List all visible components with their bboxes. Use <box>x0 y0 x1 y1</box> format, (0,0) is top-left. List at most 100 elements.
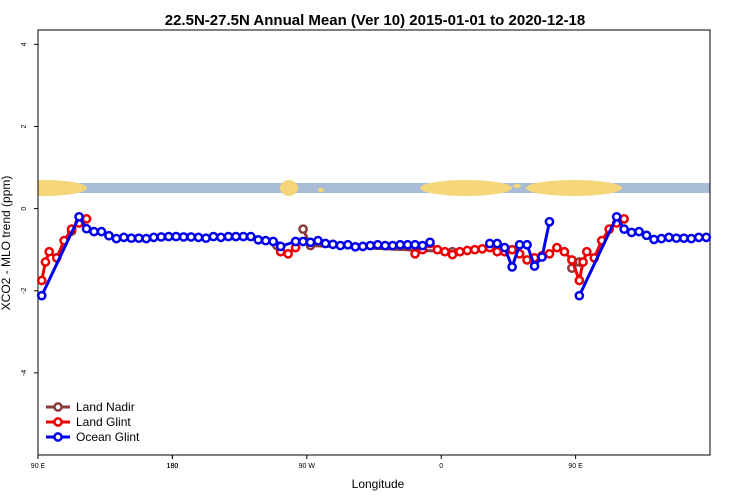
point <box>529 261 540 271</box>
y-tick-label: 0 <box>21 207 28 211</box>
point <box>477 244 488 254</box>
point <box>320 238 331 249</box>
point <box>298 236 308 247</box>
point <box>156 232 167 242</box>
land-patch <box>318 188 324 192</box>
point <box>89 226 99 237</box>
legend-label: Land Glint <box>76 415 131 429</box>
point <box>462 245 473 256</box>
point <box>275 241 286 252</box>
point <box>693 232 704 243</box>
point <box>507 262 517 272</box>
point <box>186 232 196 242</box>
point <box>133 233 144 244</box>
point <box>671 233 682 244</box>
plot-frame <box>37 29 711 456</box>
point <box>223 231 234 242</box>
point <box>686 233 697 244</box>
point <box>499 242 510 253</box>
x-tick-label: 90 W <box>299 463 316 470</box>
point <box>111 233 122 244</box>
point <box>208 231 219 242</box>
point <box>253 234 264 245</box>
point <box>649 234 659 245</box>
y-tick-label: 2 <box>21 124 28 128</box>
land-patch <box>526 180 622 196</box>
point <box>96 226 107 237</box>
point <box>507 244 517 255</box>
x-tick-label: 180 <box>167 463 179 470</box>
point <box>148 232 159 243</box>
land-patch <box>420 180 512 196</box>
point <box>574 290 585 301</box>
point <box>365 240 376 251</box>
point <box>350 241 361 252</box>
land-patch <box>280 180 298 196</box>
point <box>372 239 383 250</box>
point <box>514 239 525 250</box>
point <box>201 233 211 244</box>
legend-marker <box>53 432 63 442</box>
plot-area <box>36 211 712 301</box>
point <box>74 211 84 222</box>
point <box>44 246 55 257</box>
point <box>81 223 92 234</box>
point <box>298 224 308 235</box>
point <box>268 236 279 247</box>
point <box>141 233 152 244</box>
point <box>387 240 398 251</box>
point <box>328 239 338 250</box>
point <box>679 233 689 244</box>
legend-marker <box>53 417 63 427</box>
point <box>544 248 555 259</box>
point <box>193 232 204 243</box>
point <box>574 275 585 286</box>
point <box>410 239 420 250</box>
point <box>664 232 674 243</box>
point <box>581 246 592 257</box>
point <box>522 239 532 250</box>
point <box>619 214 629 224</box>
chart-title: 22.5N-27.5N Annual Mean (Ver 10) 2015-01… <box>165 12 585 29</box>
point <box>492 238 503 249</box>
point <box>619 224 629 235</box>
point <box>611 211 622 222</box>
point <box>36 275 47 286</box>
map-strip <box>38 180 710 196</box>
x-tick-label: 90 E <box>31 463 46 470</box>
point <box>634 226 644 237</box>
point <box>335 240 346 251</box>
point <box>260 235 271 246</box>
point <box>552 242 562 253</box>
series-line <box>40 217 625 287</box>
land-patch <box>513 184 521 188</box>
point <box>163 231 174 242</box>
point <box>410 248 420 259</box>
point <box>305 237 316 248</box>
point <box>343 239 353 250</box>
point <box>238 231 249 242</box>
point <box>283 248 293 259</box>
point <box>216 232 226 243</box>
point <box>245 231 256 242</box>
land-patch <box>38 180 87 196</box>
point <box>313 235 323 246</box>
point <box>656 233 667 244</box>
point <box>522 255 532 265</box>
x-tick-label: 0 <box>439 463 443 470</box>
point <box>171 231 181 242</box>
ocean-strip <box>38 183 710 193</box>
point <box>544 216 555 227</box>
x-tick-label: 90 E <box>568 463 583 470</box>
point <box>537 252 547 262</box>
y-tick-label: 4 <box>21 42 28 46</box>
point <box>104 230 114 241</box>
point <box>290 236 301 247</box>
point <box>626 227 637 238</box>
point <box>484 238 495 249</box>
y-tick-label: -2 <box>21 288 28 294</box>
point <box>395 239 405 250</box>
point <box>231 231 241 242</box>
point <box>432 244 443 255</box>
